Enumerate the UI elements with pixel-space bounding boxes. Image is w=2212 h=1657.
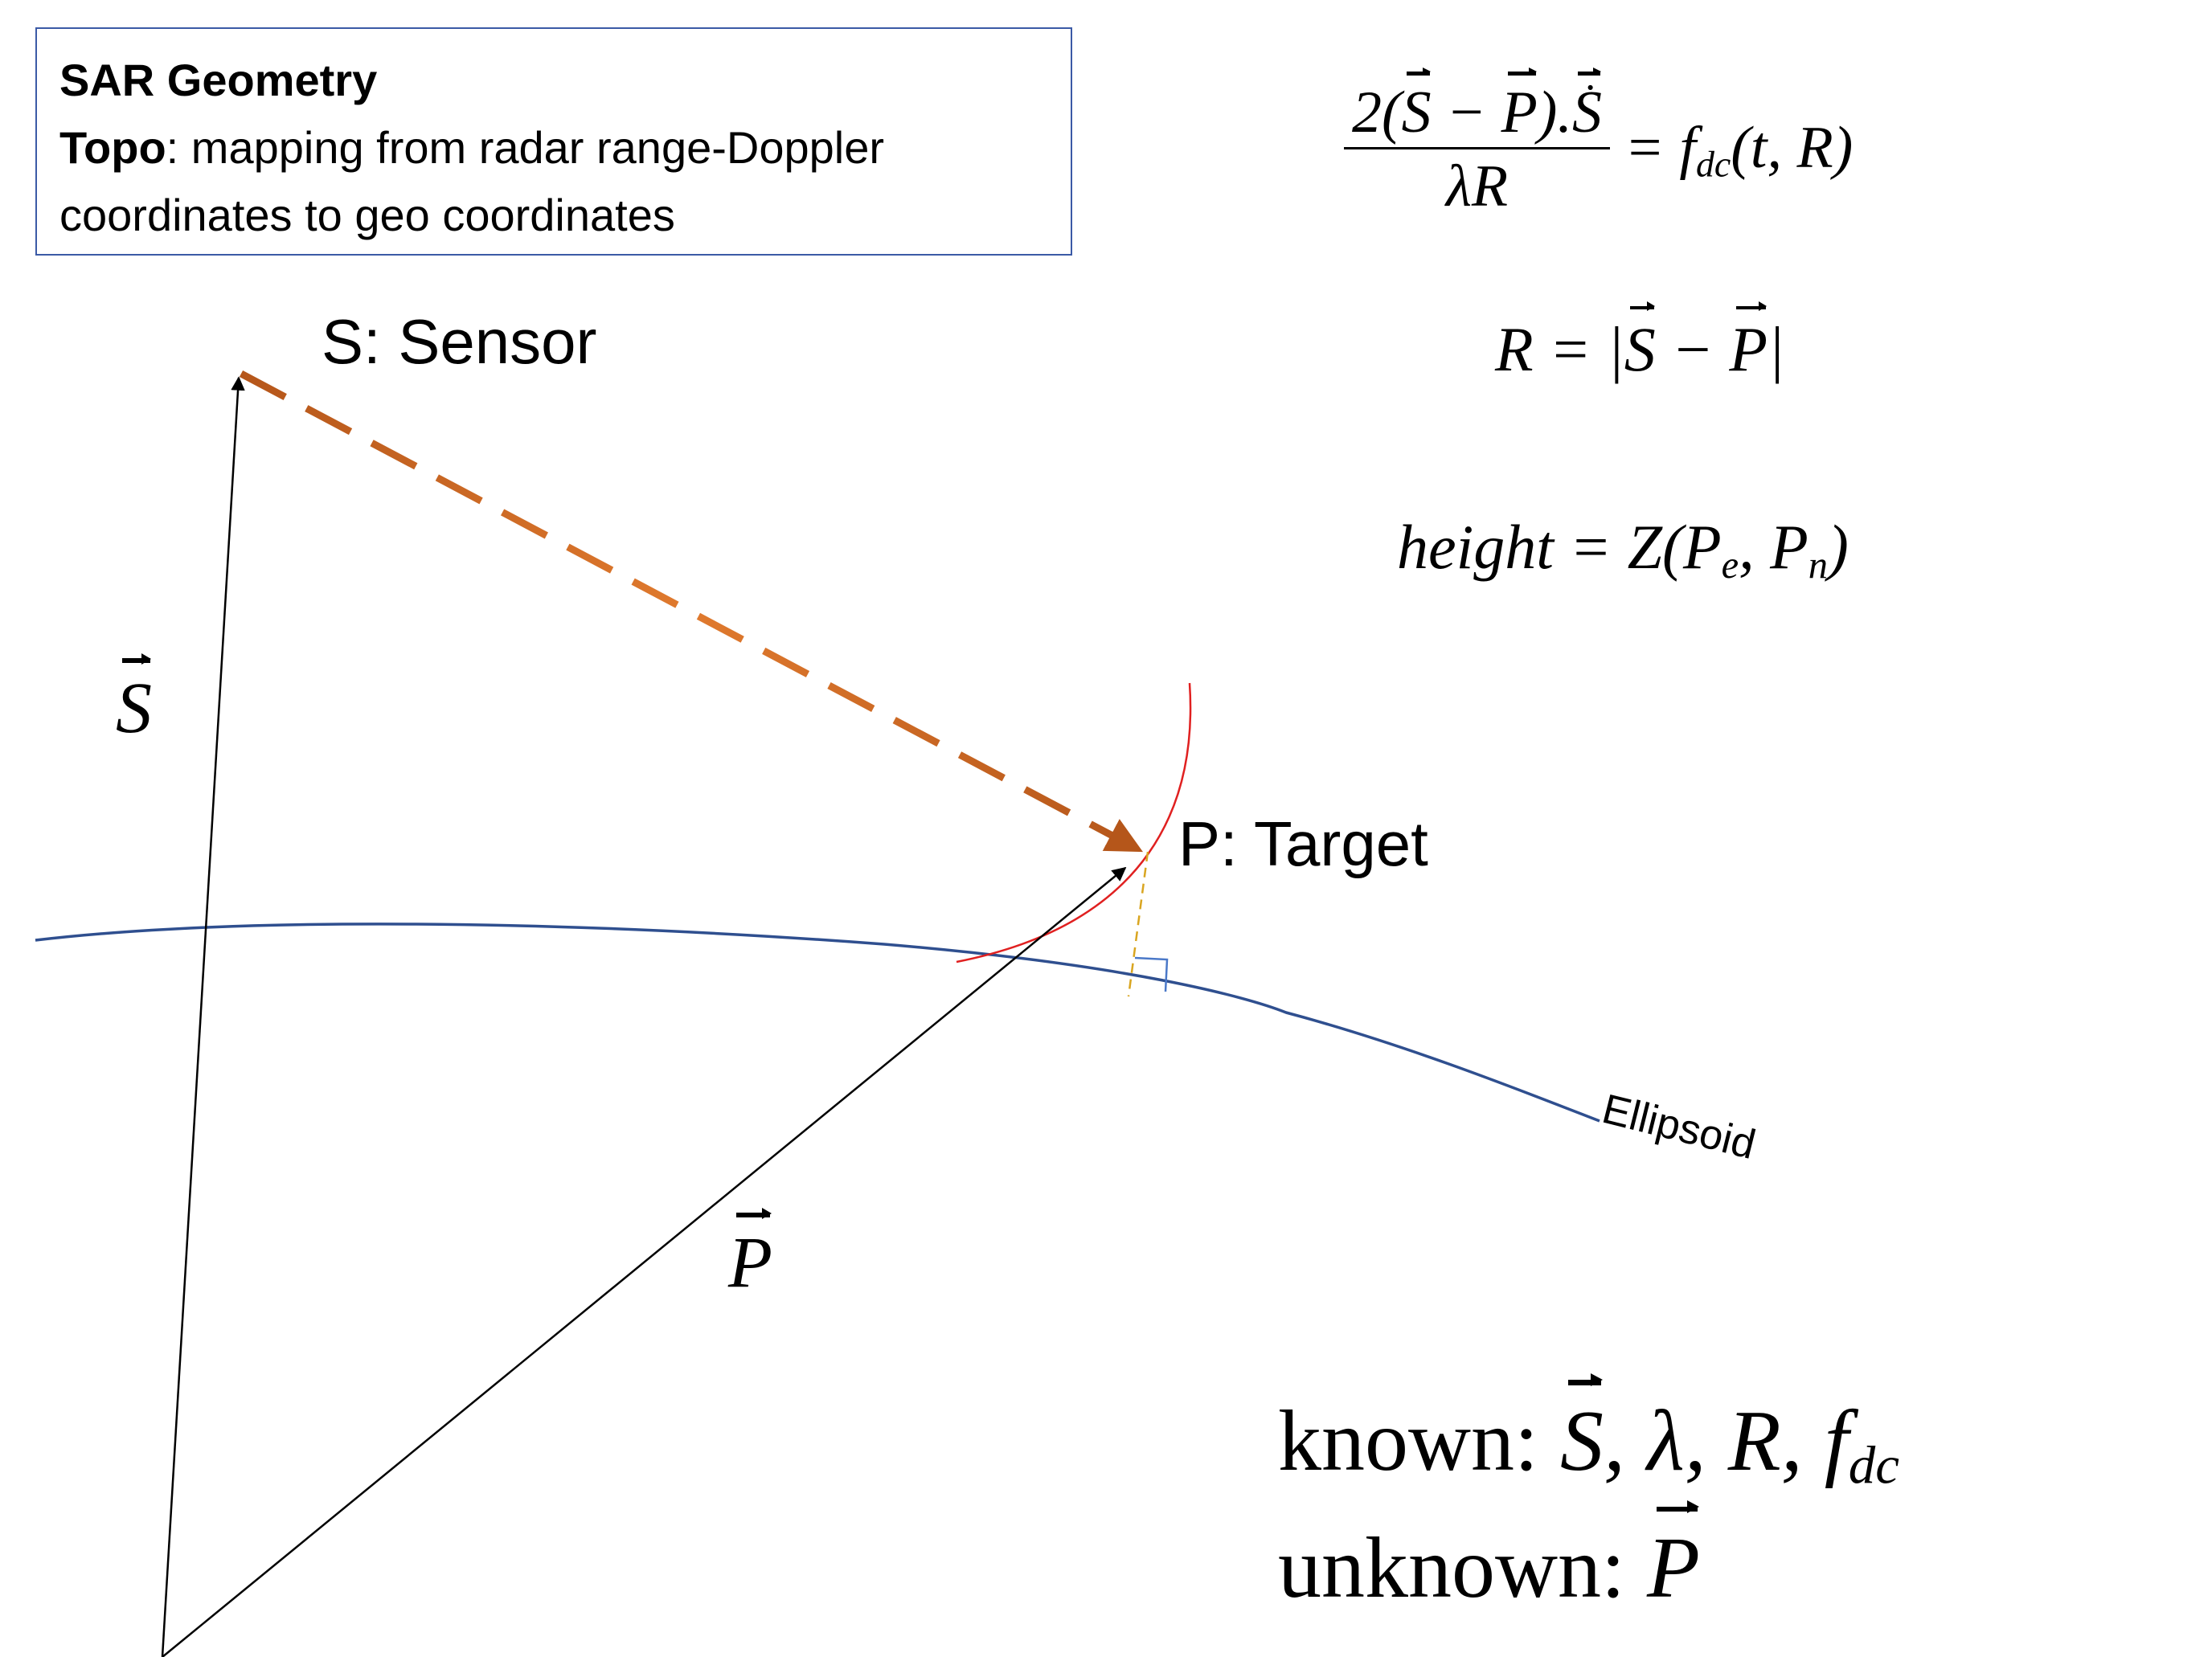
range-lhs: R = | <box>1495 314 1624 384</box>
num-s: S <box>1401 67 1432 145</box>
doppler-equation: 2(S − P).S · λR = fdc(t, R) <box>1344 65 1853 221</box>
known-sub: dc <box>1848 1435 1899 1495</box>
known-rest: , λ, R, f <box>1604 1393 1849 1489</box>
range-s: S <box>1624 301 1656 384</box>
height-text: height = Z(P <box>1397 512 1722 582</box>
s-vector-arrow <box>161 376 245 1657</box>
unknown-p: P <box>1647 1500 1700 1620</box>
range-circle-arc <box>956 682 1192 964</box>
rhs-sub: dc <box>1695 143 1731 185</box>
sensor-label: S: Sensor <box>322 306 597 377</box>
num-close: ). <box>1537 80 1572 145</box>
doppler-fraction: 2(S − P).S · λR <box>1344 65 1610 221</box>
line-of-sight-dashed <box>239 370 1143 853</box>
right-angle-marker <box>1134 956 1169 992</box>
target-label: P: Target <box>1178 808 1428 879</box>
num-prefix: 2( <box>1352 80 1402 145</box>
height-mid: , P <box>1739 512 1809 582</box>
range-p: P <box>1729 301 1768 384</box>
s-vector-symbol: S <box>116 653 152 748</box>
doppler-denominator: λR <box>1445 153 1509 219</box>
description: Topo: mapping from radar range-Doppler co… <box>59 122 884 240</box>
known-s: S <box>1560 1373 1604 1493</box>
description-line-2: coordinates to geo coordinates <box>59 190 675 240</box>
height-drop-dashed <box>1127 851 1149 997</box>
p-vector-symbol: P <box>728 1207 772 1303</box>
range-equation: R = |S − P| <box>1495 301 1785 386</box>
height-sub-n: n <box>1808 544 1828 587</box>
s-vector-label: S <box>116 653 152 750</box>
p-vector-arrow <box>162 866 1127 1657</box>
rhs-f: = f <box>1624 115 1696 182</box>
num-minus: − <box>1431 80 1501 145</box>
num-sdot-letter: S <box>1571 80 1602 145</box>
range-minus: − <box>1655 314 1730 384</box>
num-p: P <box>1501 67 1538 145</box>
known-values: S, λ, R, fdc <box>1560 1373 1899 1495</box>
description-line-1: : mapping from radar range-Doppler <box>166 122 884 173</box>
topo-label: Topo <box>59 122 166 173</box>
ellipsoid-curve <box>35 923 1600 1123</box>
height-equation: height = Z(Pe, Pn) <box>1397 511 1849 587</box>
title-box: SAR Geometry Topo: mapping from radar ra… <box>35 27 1072 256</box>
unknown-row: unknown: P <box>1278 1500 1899 1620</box>
range-close: | <box>1768 314 1785 384</box>
known-label: known: <box>1278 1393 1538 1489</box>
unknown-label: unknown: <box>1278 1520 1625 1616</box>
diagram-title: SAR Geometry <box>59 55 378 105</box>
num-sdot: S · <box>1571 65 1602 147</box>
p-vector-label: P <box>728 1207 772 1304</box>
doppler-numerator: 2(S − P).S · <box>1344 65 1610 149</box>
dot-mark: · <box>1583 65 1598 112</box>
rhs-args: (t, R) <box>1731 115 1854 182</box>
height-close: ) <box>1827 512 1849 582</box>
known-row: known: S, λ, R, fdc <box>1278 1373 1899 1517</box>
doppler-rhs: = fdc(t, R) <box>1624 114 1853 185</box>
height-sub-e: e <box>1721 544 1739 587</box>
known-unknown-block: known: S, λ, R, fdc unknown: P <box>1278 1373 1899 1620</box>
